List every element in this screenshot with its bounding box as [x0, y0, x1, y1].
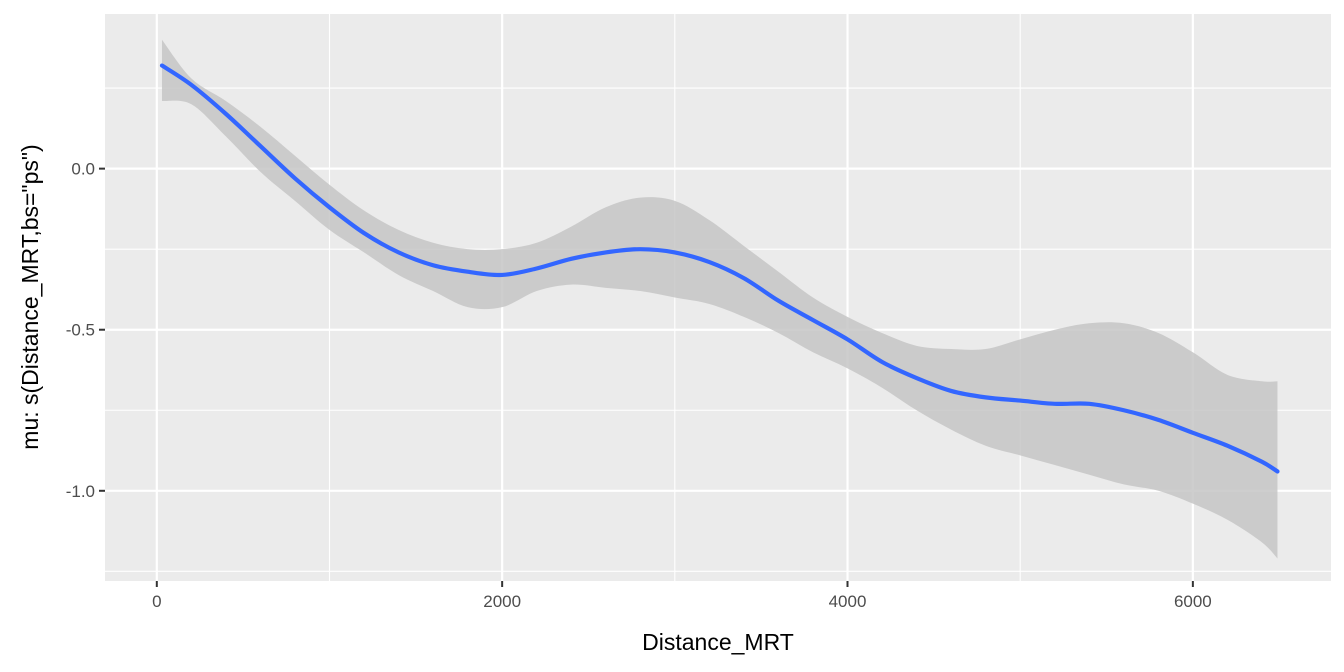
x-axis-title: Distance_MRT: [642, 629, 794, 655]
x-tick-label: 4000: [829, 592, 867, 611]
y-tick-label: -1.0: [66, 482, 95, 501]
y-tick-label: 0.0: [71, 160, 95, 179]
y-axis-ticks: -1.0 -0.5 0.0: [66, 160, 105, 501]
x-tick-label: 2000: [483, 592, 521, 611]
smooth-line: [159, 63, 1280, 474]
y-tick-label: -0.5: [66, 321, 95, 340]
x-axis-ticks: 0 2000 4000 6000: [152, 581, 1212, 611]
y-axis-title: mu: s(Distance_MRT,bs="ps"): [17, 144, 43, 449]
x-tick-label: 0: [152, 592, 161, 611]
x-tick-label: 6000: [1174, 592, 1212, 611]
confidence-ribbon: [161, 39, 1278, 559]
